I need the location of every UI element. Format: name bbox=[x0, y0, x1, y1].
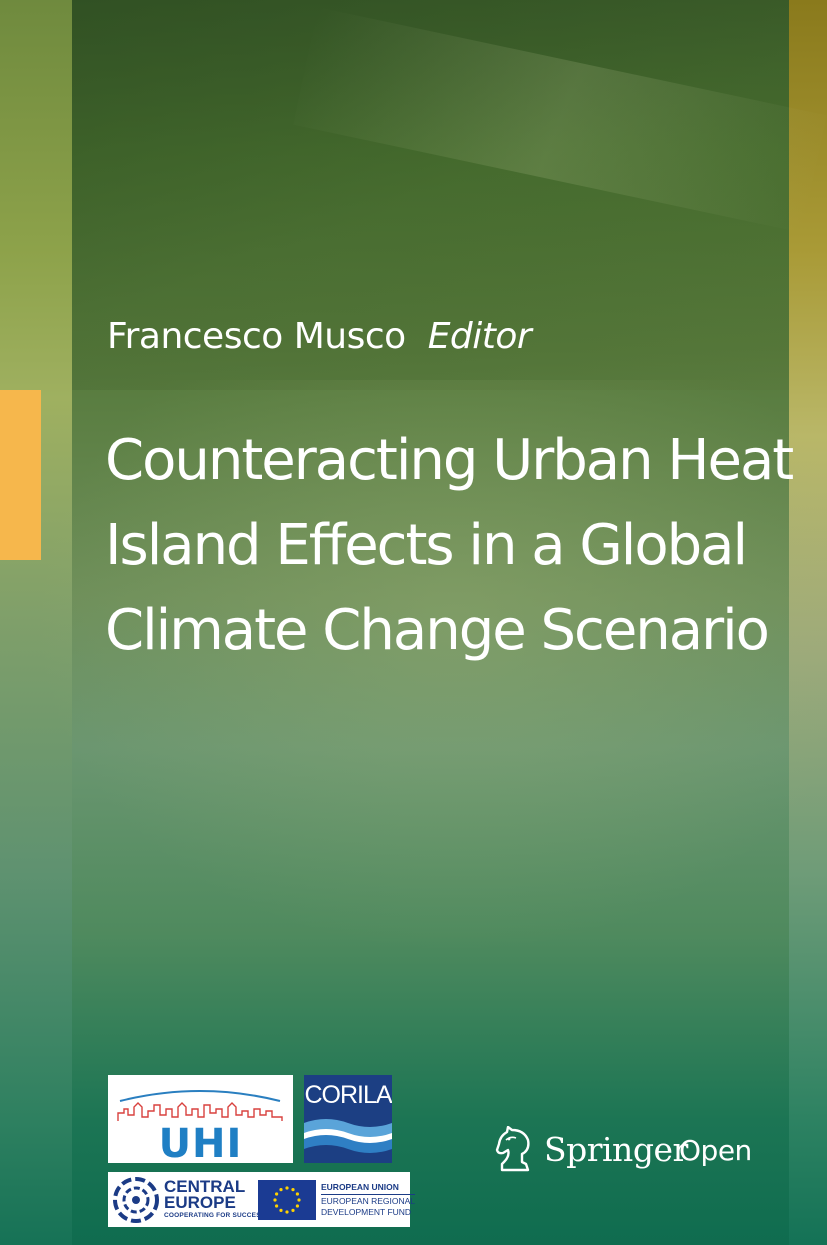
eu-line: DEVELOPMENT FUND bbox=[321, 1207, 412, 1217]
open-text: Open bbox=[679, 1134, 752, 1167]
tagline-text: COOPERATING FOR SUCCESS. bbox=[164, 1212, 268, 1219]
title-line: Counteracting Urban Heat bbox=[105, 428, 794, 493]
left-color-strip bbox=[0, 0, 72, 1245]
uhi-logo: UHI bbox=[108, 1075, 293, 1167]
eu-line: EUROPEAN REGIONAL bbox=[321, 1196, 415, 1206]
uhi-text: UHI bbox=[158, 1121, 243, 1167]
springer-text: Springer bbox=[544, 1130, 688, 1169]
editor-name: Francesco Musco bbox=[107, 316, 406, 357]
eu-flag-icon bbox=[258, 1180, 316, 1220]
central-europe-eu-logo: CENTRAL EUROPE COOPERATING FOR SUCCESS. … bbox=[108, 1172, 415, 1227]
eu-line: EUROPEAN UNION bbox=[321, 1182, 415, 1195]
lagoon-waves-icon bbox=[304, 1119, 392, 1163]
book-title: Counteracting Urban Heat Island Effects … bbox=[105, 418, 795, 673]
corila-text: CORILA bbox=[304, 1081, 392, 1109]
circle-stars-emblem-icon bbox=[113, 1177, 159, 1223]
title-line: Island Effects in a Global bbox=[105, 513, 748, 578]
center-glow bbox=[0, 380, 827, 980]
city-skyline-icon bbox=[117, 1090, 283, 1121]
editor-role: Editor bbox=[427, 316, 532, 357]
central-text: CENTRAL bbox=[164, 1177, 246, 1196]
title-line: Climate Change Scenario bbox=[105, 598, 770, 663]
europe-text: EUROPE bbox=[164, 1193, 236, 1212]
chess-knight-icon bbox=[495, 1126, 530, 1172]
eu-text: EUROPEAN UNION EUROPEAN REGIONAL DEVELOP… bbox=[321, 1182, 415, 1218]
corila-logo: CORILA bbox=[304, 1075, 392, 1163]
right-color-strip bbox=[789, 0, 827, 1245]
accent-bar bbox=[0, 390, 41, 560]
editor-line: Francesco Musco Editor bbox=[107, 316, 532, 357]
top-band bbox=[72, 0, 789, 390]
